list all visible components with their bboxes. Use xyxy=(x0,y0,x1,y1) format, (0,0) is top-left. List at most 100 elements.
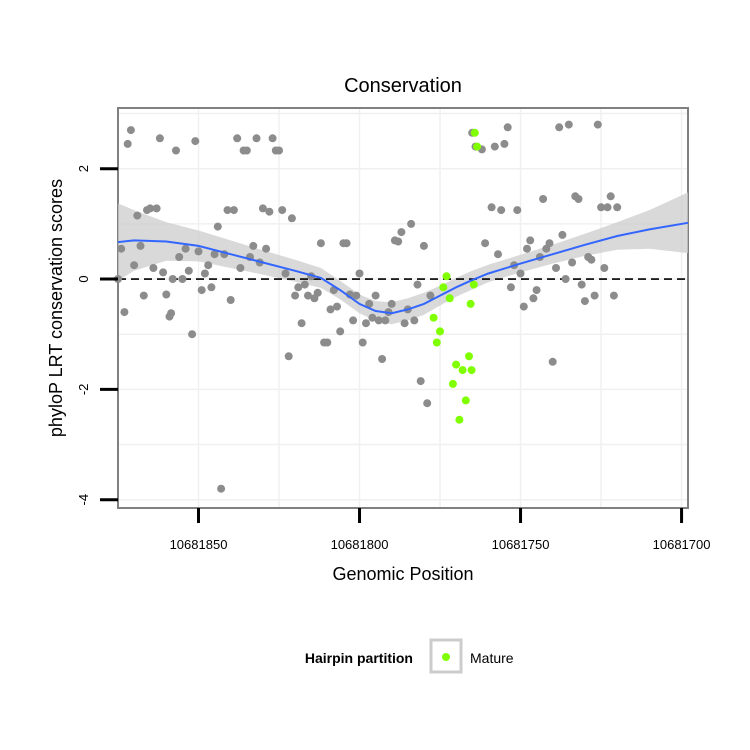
other-point xyxy=(516,269,525,278)
other-point xyxy=(532,286,541,295)
grid-lines xyxy=(119,109,687,507)
other-point xyxy=(281,269,290,278)
y-tick-label: 0 xyxy=(76,275,91,282)
other-point xyxy=(139,291,148,300)
other-point xyxy=(552,264,560,272)
mature-point xyxy=(473,142,482,151)
other-point xyxy=(152,204,161,213)
other-point xyxy=(426,291,435,300)
x-axis: 10681850 10681800 10681750 10681700 xyxy=(170,508,711,552)
other-point xyxy=(400,319,409,328)
mature-point xyxy=(458,366,467,375)
y-axis: 2 0 -2 -4 xyxy=(76,165,118,506)
other-point xyxy=(374,316,383,325)
other-point xyxy=(487,203,496,212)
other-point xyxy=(503,123,512,132)
other-point xyxy=(574,195,583,203)
other-point xyxy=(291,291,300,300)
other-point xyxy=(410,316,419,325)
other-point xyxy=(606,192,615,201)
mature-point xyxy=(448,379,457,388)
other-point xyxy=(539,195,548,203)
mature-point xyxy=(465,352,473,361)
other-point xyxy=(342,239,351,248)
other-point xyxy=(136,241,145,250)
other-point xyxy=(600,264,609,272)
mature-point xyxy=(452,360,461,369)
other-point xyxy=(191,137,200,146)
other-point xyxy=(481,239,490,248)
other-point xyxy=(162,290,171,299)
other-point xyxy=(207,283,216,292)
other-point xyxy=(313,288,322,297)
x-tick-label: 10681850 xyxy=(170,537,228,552)
mature-point xyxy=(466,299,475,308)
other-point xyxy=(513,206,522,215)
other-point xyxy=(258,204,267,213)
legend-mature-swatch xyxy=(442,653,450,661)
other-point xyxy=(603,203,612,212)
other-point xyxy=(407,219,416,228)
other-point xyxy=(506,283,515,292)
other-point xyxy=(580,297,589,306)
other-point xyxy=(365,299,374,308)
other-point xyxy=(413,280,422,289)
other-point xyxy=(287,214,296,223)
other-point xyxy=(545,239,554,248)
other-point xyxy=(371,291,380,300)
mature-point xyxy=(439,283,448,292)
other-point xyxy=(423,399,432,408)
other-point xyxy=(265,207,274,216)
other-point xyxy=(523,244,531,253)
other-point xyxy=(184,266,193,275)
other-point xyxy=(284,352,293,361)
other-point xyxy=(381,316,390,325)
other-point xyxy=(252,134,261,143)
other-point xyxy=(561,275,570,283)
other-point xyxy=(242,146,251,155)
other-point xyxy=(178,275,187,283)
y-tick-label: -2 xyxy=(76,384,91,396)
other-point xyxy=(326,305,335,314)
other-point xyxy=(336,327,345,336)
mature-point xyxy=(461,396,470,405)
confidence-band xyxy=(118,192,688,325)
other-point xyxy=(316,239,325,248)
other-point xyxy=(529,294,538,303)
mature-point xyxy=(470,128,479,137)
confidence-band-area xyxy=(118,192,688,325)
x-tick-label: 10681750 xyxy=(492,537,550,552)
mature-point xyxy=(432,338,441,347)
mature-point xyxy=(455,415,464,424)
other-point xyxy=(613,203,622,212)
mature-point xyxy=(469,280,478,289)
other-point xyxy=(297,319,306,328)
other-point xyxy=(378,355,387,363)
other-point xyxy=(233,134,242,143)
other-point xyxy=(416,377,425,386)
other-point xyxy=(294,283,303,292)
other-point xyxy=(577,280,586,289)
other-point xyxy=(368,313,377,322)
y-tick-label: 2 xyxy=(76,165,91,172)
other-point xyxy=(194,247,203,256)
other-point xyxy=(555,123,564,132)
other-point xyxy=(500,139,509,148)
other-point xyxy=(197,286,206,295)
other-point xyxy=(526,236,535,245)
mature-point xyxy=(445,294,454,303)
chart-title: Conservation xyxy=(344,75,462,97)
x-tick-label: 10681700 xyxy=(653,537,711,552)
mature-point xyxy=(436,327,444,336)
other-point xyxy=(130,261,139,270)
other-point xyxy=(236,264,245,272)
other-point xyxy=(609,291,618,300)
x-tick-label: 10681800 xyxy=(331,537,389,552)
other-point xyxy=(558,230,567,239)
other-point xyxy=(355,269,364,278)
other-point xyxy=(519,302,528,311)
other-point xyxy=(394,237,403,246)
other-point xyxy=(210,250,219,259)
other-point xyxy=(155,134,164,143)
